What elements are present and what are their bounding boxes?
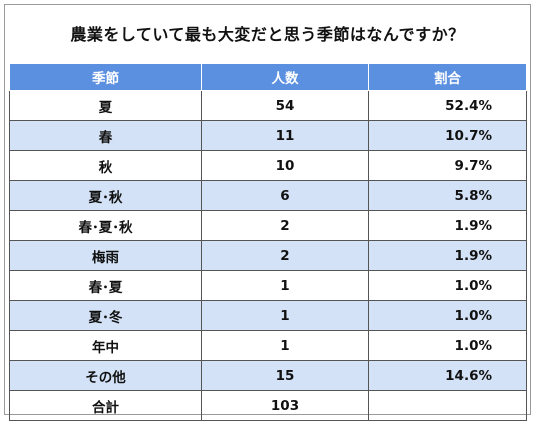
table-row: 春 11 10.7% (9, 120, 527, 151)
count-cell: 6 (201, 180, 369, 211)
season-cell: 秋 (9, 150, 202, 181)
season-cell: 夏･秋 (9, 180, 202, 211)
table-row: 夏･冬 1 1.0% (9, 300, 527, 331)
season-cell: その他 (9, 360, 202, 391)
table-row: 秋 10 9.7% (9, 150, 527, 181)
table-row: その他 15 14.6% (9, 360, 527, 391)
season-cell: 梅雨 (9, 240, 202, 271)
ratio-cell: 1.9% (368, 210, 527, 241)
count-cell: 2 (201, 240, 369, 271)
count-cell: 2 (201, 210, 369, 241)
column-header-count: 人数 (201, 63, 369, 91)
table-row: 梅雨 2 1.9% (9, 240, 527, 271)
survey-table: 季節 人数 割合 夏 54 52.4% 春 11 10.7% 秋 10 9.7% (9, 63, 527, 421)
table-row: 春･夏･秋 2 1.9% (9, 210, 527, 241)
table-row: 夏･秋 6 5.8% (9, 180, 527, 211)
ratio-cell: 5.8% (368, 180, 527, 211)
ratio-cell: 1.0% (368, 270, 527, 301)
ratio-cell: 52.4% (368, 90, 527, 121)
count-cell: 10 (201, 150, 369, 181)
count-cell: 1 (201, 270, 369, 301)
count-cell: 54 (201, 90, 369, 121)
season-cell: 春 (9, 120, 202, 151)
survey-title: 農業をしていて最も大変だと思う季節はなんですか？ (70, 25, 465, 44)
ratio-cell: 14.6% (368, 360, 527, 391)
ratio-cell: 1.9% (368, 240, 527, 271)
header-row: 季節 人数 割合 (9, 63, 527, 91)
total-count: 103 (201, 390, 369, 421)
count-cell: 15 (201, 360, 369, 391)
column-header-ratio: 割合 (368, 63, 527, 91)
total-label: 合計 (9, 390, 202, 421)
season-cell: 春･夏 (9, 270, 202, 301)
count-cell: 1 (201, 330, 369, 361)
total-ratio (368, 390, 527, 421)
column-header-season: 季節 (9, 63, 202, 91)
season-cell: 夏･冬 (9, 300, 202, 331)
season-cell: 春･夏･秋 (9, 210, 202, 241)
ratio-cell: 1.0% (368, 330, 527, 361)
ratio-cell: 10.7% (368, 120, 527, 151)
table-row: 夏 54 52.4% (9, 90, 527, 121)
table-row: 年中 1 1.0% (9, 330, 527, 361)
count-cell: 11 (201, 120, 369, 151)
season-cell: 夏 (9, 90, 202, 121)
ratio-cell: 9.7% (368, 150, 527, 181)
count-cell: 1 (201, 300, 369, 331)
season-cell: 年中 (9, 330, 202, 361)
total-row: 合計 103 (9, 390, 527, 421)
survey-panel: 農業をしていて最も大変だと思う季節はなんですか？ 季節 人数 割合 夏 54 5… (4, 4, 531, 421)
table-row: 春･夏 1 1.0% (9, 270, 527, 301)
ratio-cell: 1.0% (368, 300, 527, 331)
